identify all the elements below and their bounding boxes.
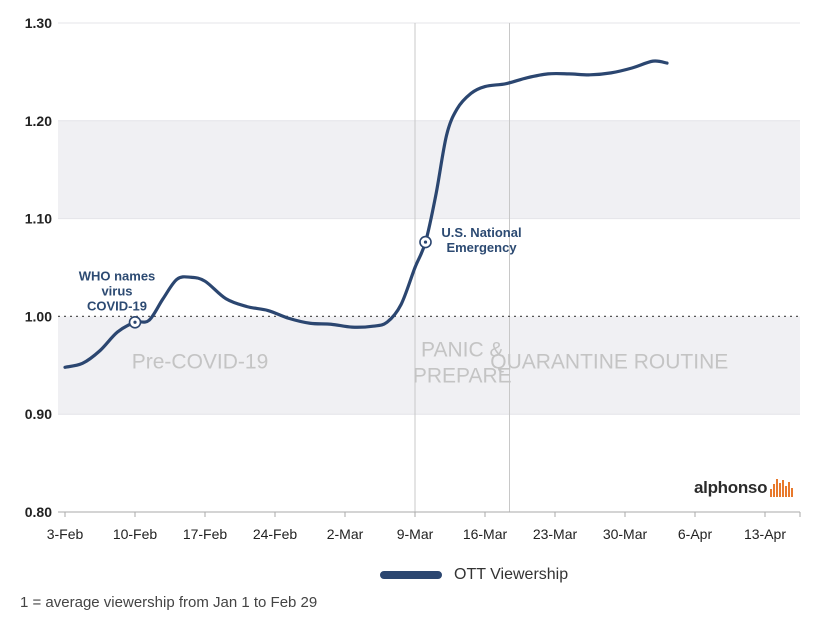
- x-tick-label-6: 16-Mar: [463, 526, 508, 542]
- annotation-0-line1: WHO names: [79, 268, 156, 283]
- annotation-marker-dot-1: [423, 240, 428, 244]
- y-tick-label-4: 1.20: [25, 113, 52, 129]
- x-tick-label-2: 17-Feb: [183, 526, 228, 542]
- x-tick-label-1: 10-Feb: [113, 526, 158, 542]
- legend-label: OTT Viewership: [454, 566, 569, 583]
- legend-swatch: [380, 571, 442, 579]
- x-axis-ticks: 3-Feb 10-Feb 17-Feb 24-Feb 2-Mar 9-Mar 16-Mar 2…: [47, 512, 801, 542]
- band-0: [58, 316, 800, 415]
- phase-label-0: Pre-COVID-19: [132, 350, 269, 373]
- x-tick-label-8: 30-Mar: [603, 526, 648, 542]
- x-tick-label-10: 13-Apr: [744, 526, 786, 542]
- alphonso-logo: alphonso: [694, 478, 794, 498]
- y-tick-label-2: 1.00: [25, 308, 52, 324]
- x-tick-label-5: 9-Mar: [397, 526, 434, 542]
- legend: OTT Viewership: [380, 564, 568, 586]
- background-bands: [58, 120, 800, 415]
- band-1: [58, 120, 800, 219]
- y-tick-label-0: 0.80: [25, 504, 52, 520]
- x-tick-label-3: 24-Feb: [253, 526, 298, 542]
- phase-label-2: QUARANTINE ROUTINE: [490, 350, 728, 373]
- y-axis-ticks: 0.80 0.90 1.00 1.10 1.20 1.30: [25, 15, 52, 520]
- annotation-1-line2: Emergency: [446, 240, 517, 255]
- y-tick-label-5: 1.30: [25, 15, 52, 31]
- horizontal-gridlines: [58, 22, 800, 415]
- annotation-0-line2: virus: [101, 283, 132, 298]
- x-tick-label-7: 23-Mar: [533, 526, 578, 542]
- y-tick-label-3: 1.10: [25, 211, 52, 227]
- footnote: 1 = average viewership from Jan 1 to Feb…: [20, 594, 318, 611]
- annotation-0-line3: COVID-19: [87, 298, 147, 313]
- y-tick-label-1: 0.90: [25, 406, 52, 422]
- x-tick-label-4: 2-Mar: [327, 526, 364, 542]
- logo-text: alphonso: [694, 478, 768, 497]
- phase-label-1-line1: PANIC &: [421, 338, 503, 361]
- series-line-ott-viewership: [63, 59, 669, 369]
- phase-divider-lines: [414, 23, 510, 512]
- annotation-1-line1: U.S. National: [441, 225, 521, 240]
- x-tick-label-9: 6-Apr: [678, 526, 713, 542]
- phase-label-1-line2: PREPARE: [413, 364, 512, 387]
- x-tick-label-0: 3-Feb: [47, 526, 84, 542]
- annotation-marker-dot-0: [133, 320, 137, 324]
- logo-sound-bars-icon: [769, 479, 794, 497]
